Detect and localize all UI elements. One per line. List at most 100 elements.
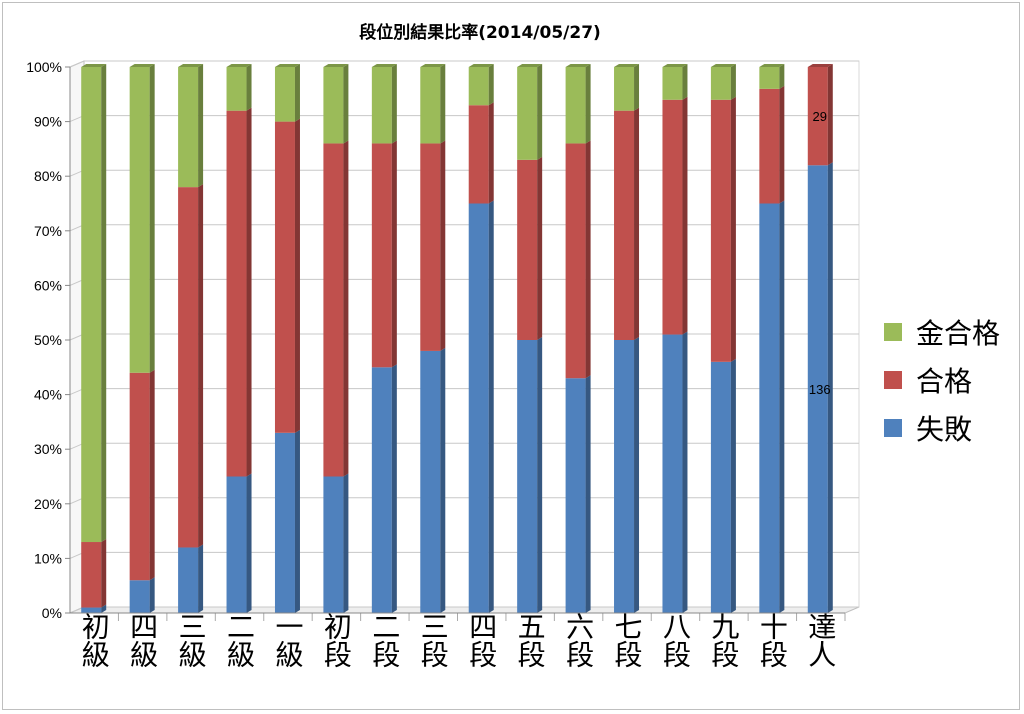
bar-segment: [323, 473, 349, 613]
bar-segment: [662, 331, 688, 613]
bar-side: [198, 184, 204, 548]
bar-face: [759, 67, 780, 89]
bar-side: [440, 64, 446, 144]
bar-side: [101, 539, 107, 608]
bar-side: [440, 347, 446, 613]
bar-segment: [420, 347, 446, 613]
bar-segment: [420, 140, 446, 351]
bar-segment: [129, 369, 155, 581]
bar-side: [391, 64, 397, 144]
bar-face: [759, 203, 780, 613]
bar-side: [537, 64, 543, 160]
x-tick-label: 四段: [465, 612, 498, 668]
bar-face: [517, 159, 538, 340]
bar-segment: [710, 96, 736, 362]
bar-side: [730, 96, 736, 362]
bar-face: [565, 378, 586, 613]
bar-side: [101, 64, 107, 543]
bar-face: [517, 340, 538, 613]
bar-segment: [274, 64, 300, 122]
bar-face: [274, 432, 295, 613]
legend-swatch-fail: [884, 419, 902, 437]
bar-side: [537, 337, 543, 613]
bar-side: [779, 64, 785, 89]
bar-face: [226, 67, 247, 111]
bar-face: [662, 99, 683, 335]
legend-item-fail: 失敗: [884, 404, 1000, 452]
bar-side: [827, 162, 833, 613]
bar-side: [391, 364, 397, 613]
legend-swatch-pass: [884, 371, 902, 389]
y-tick-label: 50%: [34, 332, 62, 348]
bar-segment: [323, 64, 349, 144]
bar-face: [565, 67, 586, 144]
bar-side: [537, 156, 543, 340]
y-tick-label: 70%: [34, 223, 62, 239]
bar-face: [662, 334, 683, 613]
x-tick-label: 初級: [78, 612, 111, 668]
bar-side: [779, 85, 785, 204]
bar-segment: [517, 64, 543, 160]
bar-side: [149, 577, 155, 613]
bar-side: [440, 140, 446, 351]
x-tick-label: 達人: [804, 612, 837, 668]
bar-segment: [371, 140, 397, 368]
y-tick-label: 30%: [34, 441, 62, 457]
bar-side: [585, 375, 591, 613]
bar-segment: [517, 337, 543, 613]
bar-face: [468, 105, 489, 204]
x-tick-label: 十段: [756, 612, 789, 668]
bar-side: [149, 369, 155, 581]
bar-face: [420, 350, 441, 613]
bar-segment: [81, 604, 107, 613]
bar-side: [294, 429, 300, 613]
bar-side: [198, 64, 204, 188]
bar-face: [614, 340, 635, 613]
y-axis-ticks: 0% 10% 20% 30% 40% 50% 60% 70% 80% 90% 100%: [26, 59, 71, 621]
bar-face: [323, 143, 344, 477]
y-tick-label: 100%: [26, 59, 62, 75]
bar-side: [343, 64, 349, 144]
bar-top: [226, 64, 252, 67]
bar-segment: [807, 64, 833, 166]
bar-segment: [710, 358, 736, 613]
legend-label-pass: 合格: [916, 365, 973, 398]
y-tick-label: 10%: [34, 550, 62, 566]
bar-segment: [323, 140, 349, 477]
bar-side: [585, 140, 591, 379]
x-tick-label: 三級: [175, 612, 208, 668]
bar-side: [246, 473, 252, 613]
bar-side: [294, 118, 300, 433]
bar-face: [178, 67, 199, 188]
bar-face: [371, 143, 392, 368]
legend-swatch-gold-pass: [884, 323, 902, 341]
bar-segment: [371, 64, 397, 144]
x-tick-label: 七段: [611, 612, 644, 668]
bar-top: [468, 64, 494, 67]
bar-face: [420, 67, 441, 144]
bar-segment: [468, 64, 494, 106]
bar-face: [81, 67, 102, 543]
bar-side: [682, 96, 688, 335]
bar-segment: [517, 156, 543, 340]
bar-side: [488, 102, 494, 204]
bar-segment: [662, 64, 688, 100]
bar-side: [585, 64, 591, 144]
bar-face: [517, 67, 538, 160]
bar-face: [614, 67, 635, 111]
data-label: 29: [813, 109, 827, 124]
bar-side: [634, 64, 640, 111]
bar-face: [371, 67, 392, 144]
legend-item-pass: 合格: [884, 356, 1000, 404]
bar-face: [420, 143, 441, 351]
y-tick-label: 90%: [34, 114, 62, 130]
bar-top: [614, 64, 640, 67]
bar-face: [323, 476, 344, 613]
bar-face: [81, 542, 102, 608]
bar-face: [710, 99, 731, 362]
chart-title: 段位別結果比率(2014/05/27): [359, 23, 601, 43]
bar-segment: [614, 337, 640, 613]
bar-top: [274, 64, 300, 67]
y-tick-label: 40%: [34, 387, 62, 403]
legend-item-gold-pass: 金合格: [884, 308, 1000, 356]
